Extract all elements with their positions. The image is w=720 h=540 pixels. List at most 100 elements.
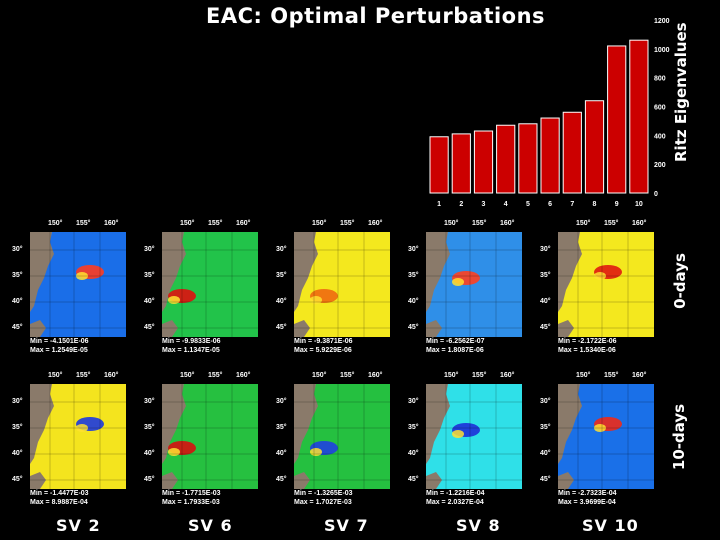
longitude-ticks: 150° 155° 160° bbox=[294, 220, 390, 232]
map-field-svg bbox=[294, 384, 390, 489]
x-tick-label: 1 bbox=[437, 201, 441, 208]
x-tick-label: 2 bbox=[459, 201, 463, 208]
australia-land bbox=[558, 232, 582, 312]
x-tick-label: 6 bbox=[548, 201, 552, 208]
map-panel-sv2-day10: 150° 155° 160° 30° 35° 40° 45° Min = -1.4477E-0… bbox=[10, 372, 140, 512]
latitude-tick-label: 30° bbox=[408, 398, 419, 405]
perturbation-field-map bbox=[162, 384, 258, 489]
australia-land bbox=[294, 232, 318, 312]
max-value: Max = 8.9887E-04 bbox=[30, 498, 88, 506]
map-field-svg bbox=[558, 384, 654, 489]
min-max-readout: Min = -4.1501E-06 Max = 1.2549E-05 bbox=[30, 338, 140, 355]
latitude-tick-label: 40° bbox=[276, 298, 287, 305]
longitude-tick-label: 160° bbox=[632, 220, 647, 227]
y-tick-label: 200 bbox=[654, 162, 666, 169]
latitude-ticks: 30° 35° 40° 45° bbox=[406, 232, 426, 337]
eigenvalue-bar-2 bbox=[451, 133, 471, 194]
latitude-tick-label: 40° bbox=[408, 450, 419, 457]
chart-title: EAC: Optimal Perturbations bbox=[206, 4, 546, 28]
latitude-tick-label: 45° bbox=[12, 476, 23, 483]
latitude-tick-label: 30° bbox=[276, 246, 287, 253]
x-tick-label: 10 bbox=[635, 201, 643, 208]
latitude-tick-label: 30° bbox=[408, 246, 419, 253]
min-value: Min = -2.7323E-04 bbox=[558, 490, 617, 497]
longitude-tick-label: 160° bbox=[236, 220, 251, 227]
x-tick-label: 4 bbox=[504, 201, 508, 208]
tasmania-land bbox=[294, 320, 310, 337]
longitude-tick-label: 160° bbox=[632, 372, 647, 379]
eigenvalue-bar-7 bbox=[562, 111, 582, 194]
perturbation-field-map bbox=[30, 232, 126, 337]
longitude-ticks: 150° 155° 160° bbox=[30, 220, 126, 232]
eigenvalue-bar-4 bbox=[496, 124, 516, 194]
latitude-tick-label: 30° bbox=[540, 246, 551, 253]
y-tick-label: 600 bbox=[654, 105, 666, 112]
y-tick-label: 800 bbox=[654, 76, 666, 83]
australia-land bbox=[558, 384, 582, 464]
row-label-10-days: 10-days bbox=[670, 403, 688, 471]
latitude-tick-label: 30° bbox=[12, 398, 23, 405]
map-field-svg bbox=[30, 232, 126, 337]
longitude-tick-label: 160° bbox=[500, 372, 515, 379]
latitude-tick-label: 40° bbox=[12, 298, 23, 305]
latitude-ticks: 30° 35° 40° 45° bbox=[10, 384, 30, 489]
map-field-svg bbox=[558, 232, 654, 337]
latitude-tick-label: 30° bbox=[144, 398, 155, 405]
sv-label-6: SV 6 bbox=[188, 516, 233, 535]
perturbation-secondary bbox=[452, 430, 464, 438]
min-value: Min = -6.2562E-07 bbox=[426, 338, 485, 345]
tasmania-land bbox=[426, 472, 442, 489]
australia-land bbox=[426, 384, 450, 464]
longitude-ticks: 150° 155° 160° bbox=[30, 372, 126, 384]
min-value: Min = -4.1501E-06 bbox=[30, 338, 89, 345]
ritz-ylabel: Ritz Eigenvalues bbox=[672, 22, 690, 162]
eigenvalue-bar-8 bbox=[584, 100, 605, 194]
max-value: Max = 3.9699E-04 bbox=[558, 498, 616, 506]
tasmania-land bbox=[558, 472, 574, 489]
longitude-tick-label: 160° bbox=[104, 372, 119, 379]
max-value: Max = 1.5340E-06 bbox=[558, 346, 616, 354]
longitude-tick-label: 150° bbox=[444, 372, 459, 379]
perturbation-secondary bbox=[168, 448, 180, 456]
y-tick-label: 1200 bbox=[654, 18, 670, 25]
longitude-tick-label: 150° bbox=[312, 220, 327, 227]
longitude-ticks: 150° 155° 160° bbox=[426, 372, 522, 384]
longitude-tick-label: 155° bbox=[472, 220, 487, 227]
latitude-tick-label: 40° bbox=[144, 298, 155, 305]
latitude-ticks: 30° 35° 40° 45° bbox=[142, 232, 162, 337]
longitude-ticks: 150° 155° 160° bbox=[558, 220, 654, 232]
perturbation-field-map bbox=[558, 384, 654, 489]
tasmania-land bbox=[558, 320, 574, 337]
longitude-tick-label: 160° bbox=[236, 372, 251, 379]
min-max-readout: Min = -1.3265E-03 Max = 1.7027E-03 bbox=[294, 490, 404, 507]
sv-label-10: SV 10 bbox=[582, 516, 639, 535]
map-panel-sv8-day0: 150° 155° 160° 30° 35° 40° 45° Min = -6.2562E-0… bbox=[406, 220, 536, 360]
map-panel-sv2-day0: 150° 155° 160° 30° 35° 40° 45° Min = -4.1501E-0… bbox=[10, 220, 140, 360]
min-value: Min = -1.7715E-03 bbox=[162, 490, 221, 497]
max-value: Max = 1.2549E-05 bbox=[30, 346, 88, 354]
australia-land bbox=[162, 232, 186, 312]
max-value: Max = 1.7933E-03 bbox=[162, 498, 220, 506]
latitude-tick-label: 35° bbox=[12, 424, 23, 431]
latitude-tick-label: 35° bbox=[540, 424, 551, 431]
map-panel-sv6-day10: 150° 155° 160° 30° 35° 40° 45° Min = -1.7715E-0… bbox=[142, 372, 272, 512]
latitude-tick-label: 45° bbox=[408, 476, 419, 483]
longitude-tick-label: 155° bbox=[76, 220, 91, 227]
min-value: Min = -1.4477E-03 bbox=[30, 490, 89, 497]
australia-land bbox=[426, 232, 450, 312]
longitude-tick-label: 150° bbox=[48, 220, 63, 227]
perturbation-field-map bbox=[426, 384, 522, 489]
longitude-tick-label: 155° bbox=[76, 372, 91, 379]
longitude-tick-label: 160° bbox=[104, 220, 119, 227]
longitude-ticks: 150° 155° 160° bbox=[426, 220, 522, 232]
map-field-svg bbox=[162, 384, 258, 489]
latitude-tick-label: 30° bbox=[540, 398, 551, 405]
latitude-tick-label: 30° bbox=[12, 246, 23, 253]
min-value: Min = -9.9833E-06 bbox=[162, 338, 221, 345]
latitude-tick-label: 35° bbox=[408, 424, 419, 431]
sv-label-7: SV 7 bbox=[324, 516, 369, 535]
longitude-ticks: 150° 155° 160° bbox=[558, 372, 654, 384]
australia-land bbox=[30, 232, 54, 312]
latitude-tick-label: 30° bbox=[276, 398, 287, 405]
eigenvalue-bar-6 bbox=[540, 117, 560, 194]
